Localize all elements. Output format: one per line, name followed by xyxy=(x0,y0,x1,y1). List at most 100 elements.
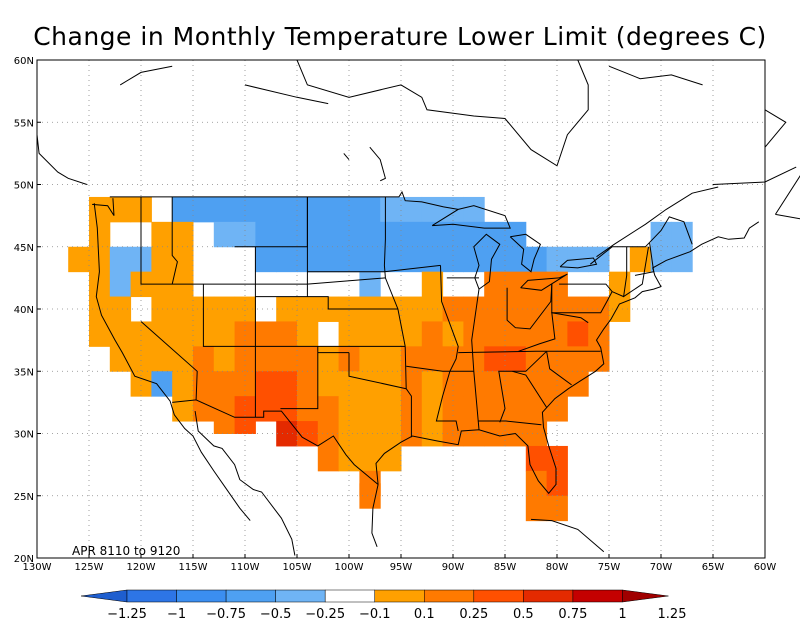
boundary-line xyxy=(473,233,501,290)
anomaly-cell xyxy=(484,421,506,447)
anomaly-cell xyxy=(442,296,464,322)
longitude-label: 120W xyxy=(127,562,156,573)
anomaly-cell xyxy=(276,421,298,447)
anomaly-cell xyxy=(609,296,631,322)
boundary-line xyxy=(551,246,628,314)
boundary-line xyxy=(712,166,797,185)
anomaly-cell xyxy=(380,196,402,223)
anomaly-cell xyxy=(234,296,256,322)
boundary-line xyxy=(764,109,787,148)
colorbar-box xyxy=(176,589,227,603)
anomaly-cell xyxy=(317,221,340,248)
boundary-line xyxy=(406,365,474,372)
anomaly-cell xyxy=(338,321,360,347)
boundary-line xyxy=(371,484,379,547)
colorbar-label: −0.75 xyxy=(206,607,246,618)
boundary-line xyxy=(498,350,547,423)
anomaly-cell xyxy=(401,296,423,322)
anomaly-cell xyxy=(193,196,215,223)
anomaly-cell xyxy=(276,221,298,248)
anomaly-cell xyxy=(359,445,381,472)
anomaly-cell xyxy=(151,321,173,347)
boundary-line xyxy=(623,246,649,298)
anomaly-cell xyxy=(380,371,402,397)
longitude-label: 100W xyxy=(335,562,364,573)
colorbar-box xyxy=(275,589,326,603)
anomaly-cell xyxy=(338,246,360,273)
anomaly-cell xyxy=(213,346,236,372)
boundary-line xyxy=(255,296,398,310)
anomaly-cell xyxy=(172,246,194,273)
colorbar-box xyxy=(324,589,375,603)
anomaly-cell xyxy=(317,196,340,223)
anomaly-cell xyxy=(130,346,152,372)
anomaly-cell xyxy=(276,321,298,347)
longitude-label: 115W xyxy=(179,562,208,573)
anomaly-cell xyxy=(359,346,381,372)
longitude-label: 60W xyxy=(754,562,777,573)
anomaly-cell xyxy=(484,271,506,298)
anomaly-cell xyxy=(359,271,381,298)
boundary-line xyxy=(93,203,251,521)
boundary-line xyxy=(520,273,568,291)
anomaly-cell xyxy=(421,246,444,273)
colorbar: −1.25 −1 −0.75 −0.5 −0.25 −0.1 0.1 0.25 0.5 0.75 1… xyxy=(80,589,686,618)
anomaly-cell xyxy=(567,371,589,397)
boundary-line xyxy=(478,420,542,426)
anomaly-cell xyxy=(671,221,693,248)
anomaly-cell xyxy=(109,321,132,347)
anomaly-cell xyxy=(193,346,215,372)
boundary-line xyxy=(194,411,296,556)
anomaly-cell xyxy=(276,346,298,372)
colorbar-label: −0.1 xyxy=(359,607,391,618)
anomaly-cell xyxy=(505,296,527,322)
anomaly-cell xyxy=(213,196,236,223)
colorbar-box xyxy=(126,589,177,603)
anomaly-cell xyxy=(359,371,381,397)
anomaly-cell xyxy=(525,296,548,322)
anomaly-cell xyxy=(255,346,277,372)
anomaly-cell xyxy=(484,246,506,273)
anomaly-cell xyxy=(172,396,194,422)
boundary-line xyxy=(471,289,480,430)
anomaly-cell xyxy=(234,371,256,397)
anomaly-cell xyxy=(525,246,548,273)
boundary-line xyxy=(404,346,412,438)
boundary-line xyxy=(431,205,511,229)
anomaly-cell xyxy=(546,346,568,372)
anomaly-cell xyxy=(463,321,485,347)
latitude-label: 30N xyxy=(14,430,34,441)
anomaly-cell xyxy=(359,196,381,223)
latitude-label: 35N xyxy=(14,367,34,378)
map-title: Change in Monthly Temperature Lower Limi… xyxy=(33,22,767,51)
anomaly-cell xyxy=(525,371,548,397)
boundary-line xyxy=(119,65,173,86)
anomaly-cell xyxy=(421,221,444,248)
anomaly-cell xyxy=(255,321,277,347)
anomaly-cell xyxy=(546,396,568,422)
anomaly-cell xyxy=(567,296,589,322)
anomaly-cell xyxy=(317,371,340,397)
anomaly-cell xyxy=(213,296,236,322)
anomaly-cell xyxy=(359,483,381,509)
anomaly-cell xyxy=(588,246,610,273)
anomaly-cell xyxy=(359,246,381,273)
anomaly-cell xyxy=(338,196,360,223)
anomaly-cell xyxy=(401,221,423,248)
anomaly-cell xyxy=(338,396,360,422)
colorbar-box xyxy=(473,589,524,603)
anomaly-cell xyxy=(172,221,194,248)
anomaly-cell xyxy=(234,221,256,248)
anomaly-cell xyxy=(401,196,423,223)
anomaly-cell xyxy=(505,246,527,273)
anomaly-cell xyxy=(484,396,506,422)
anomaly-cell xyxy=(567,346,589,372)
boundary-line xyxy=(244,84,329,105)
anomaly-cell xyxy=(421,371,444,397)
anomaly-cell xyxy=(89,196,111,223)
anomaly-cell xyxy=(463,371,485,397)
anomaly-cell xyxy=(151,371,173,397)
anomaly-cell xyxy=(130,371,152,397)
colorbar-box xyxy=(424,589,475,603)
boundary-line xyxy=(375,221,760,495)
